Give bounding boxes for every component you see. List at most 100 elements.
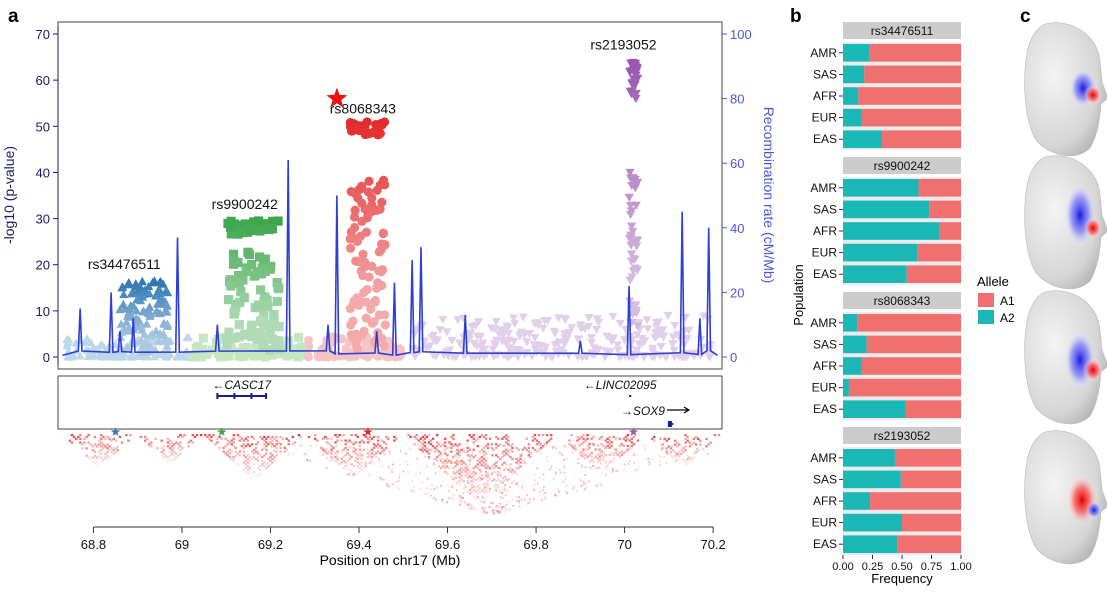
ld-cell	[224, 444, 227, 448]
ld-cell	[330, 437, 333, 440]
snp-point-rs34476511	[159, 319, 169, 328]
ld-cell	[93, 462, 97, 465]
ld-cell	[501, 456, 504, 459]
ld-cell	[474, 472, 478, 475]
ld-cell	[314, 437, 317, 440]
ld-cell	[338, 463, 341, 466]
ld-cell	[482, 457, 486, 461]
ld-cell	[352, 443, 355, 446]
ld-cell	[533, 434, 537, 437]
ld-cell	[492, 478, 496, 481]
bar-a1	[864, 65, 961, 84]
ld-cell	[95, 456, 99, 459]
population-axis-label: Population	[791, 264, 806, 325]
gene-label: ←LINC02095	[584, 378, 657, 392]
ld-cell	[206, 435, 209, 439]
background-snp-point	[509, 337, 519, 346]
ld-cell	[684, 434, 687, 437]
snp-point-rs8068343	[362, 284, 372, 295]
background-snp-point	[615, 319, 625, 328]
background-snp-point	[613, 341, 623, 350]
ld-cell	[91, 460, 95, 463]
background-snp-point	[327, 332, 337, 342]
ld-cell	[100, 449, 103, 452]
snp-point-rs9900242	[246, 322, 256, 332]
ld-cell	[618, 452, 621, 455]
ld-cell	[322, 437, 325, 440]
ld-cell	[454, 461, 457, 464]
background-snp-point	[191, 343, 201, 353]
ld-cell	[650, 437, 654, 440]
population-label: AMR	[810, 181, 837, 195]
ld-cell	[659, 437, 662, 440]
ld-cell	[450, 443, 453, 446]
ld-cell	[517, 467, 520, 470]
background-snp-point	[515, 350, 525, 359]
ld-cell	[435, 459, 439, 462]
bar-a2	[843, 179, 919, 197]
snp-point-rs9900242	[236, 287, 246, 297]
ld-cell	[541, 434, 545, 437]
ld-cell	[570, 434, 573, 437]
ld-cell	[226, 439, 229, 442]
ld-cell	[578, 444, 581, 448]
snp-point-rs2193052	[627, 273, 637, 282]
ld-cell	[570, 444, 573, 448]
background-snp-point	[527, 352, 537, 361]
ld-cell	[462, 487, 465, 490]
background-snp-point	[303, 352, 313, 362]
ld-cell	[429, 439, 433, 442]
ld-cell	[501, 481, 504, 484]
population-label: AFR	[813, 494, 837, 508]
ld-cell	[246, 443, 250, 446]
snp-point-rs34476511	[123, 280, 133, 289]
ld-cell	[179, 452, 182, 455]
ld-cell	[707, 443, 710, 446]
ld-cell	[535, 439, 539, 442]
ld-cell	[509, 463, 512, 466]
ld-cell	[495, 461, 498, 464]
ld-cell	[678, 454, 681, 457]
ld-cell	[511, 468, 514, 472]
ld-cell	[382, 448, 386, 451]
ld-cell	[275, 435, 278, 439]
snp-point-rs8068343	[348, 299, 359, 309]
snp-point-rs34476511	[142, 319, 152, 328]
ld-cell	[454, 465, 457, 468]
ld-cell	[368, 450, 372, 453]
ld-cell	[425, 450, 429, 453]
ld-cell	[478, 450, 482, 453]
face-heatmap	[1024, 22, 1107, 157]
ld-cell	[444, 459, 447, 462]
ld-cell	[476, 437, 480, 440]
ld-cell	[81, 447, 84, 450]
ld-cell	[346, 441, 349, 444]
ld-cell	[143, 435, 147, 439]
snp-point-rs34476511	[116, 319, 126, 328]
ld-cell	[354, 470, 357, 473]
ld-cell	[423, 445, 427, 448]
panel-label-c: c	[1020, 6, 1031, 27]
ld-cell	[437, 465, 441, 468]
facet-title: rs2193052	[874, 429, 931, 443]
background-snp-point	[682, 334, 692, 344]
ld-cell	[492, 485, 496, 488]
snp-point-rs34476511	[124, 322, 134, 331]
snp-point-rs2193052	[633, 74, 643, 83]
ld-cell	[456, 463, 459, 466]
ld-cell	[413, 443, 416, 446]
ld-cell	[98, 466, 100, 468]
background-snp-point	[632, 346, 642, 355]
ld-cell	[480, 434, 484, 437]
snp-point-rs8068343	[350, 205, 360, 215]
ld-cell	[458, 443, 461, 446]
ld-cell	[415, 437, 418, 440]
bar-a2	[843, 314, 858, 332]
ld-cell	[509, 456, 512, 459]
freq-tick-label: 1.00	[950, 561, 971, 573]
ld-cell	[686, 454, 689, 457]
ld-cell	[531, 446, 535, 450]
ld-cell	[550, 437, 553, 440]
ld-cell	[578, 437, 581, 440]
ld-cell	[692, 452, 696, 456]
